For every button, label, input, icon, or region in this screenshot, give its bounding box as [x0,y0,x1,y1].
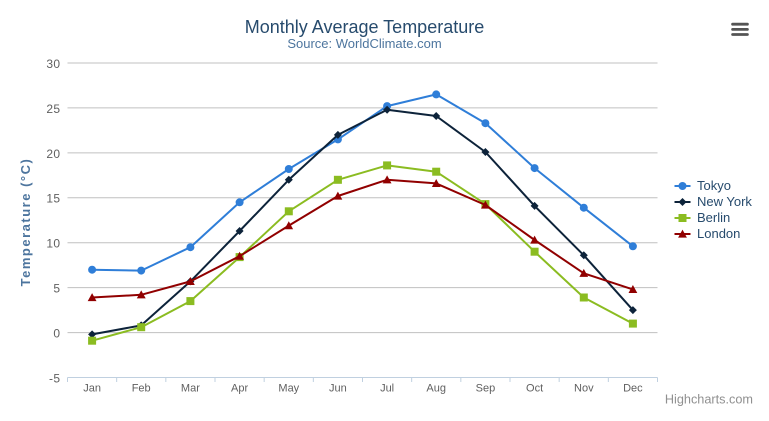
svg-text:Aug: Aug [426,383,446,395]
svg-text:20: 20 [46,147,60,161]
svg-text:Temperature (°C): Temperature (°C) [18,158,33,287]
svg-text:30: 30 [46,57,60,71]
svg-text:Apr: Apr [231,383,248,395]
svg-text:Dec: Dec [623,383,643,395]
svg-text:Jun: Jun [329,383,347,395]
svg-text:10: 10 [46,237,60,251]
svg-text:London: London [697,226,740,241]
svg-text:-5: -5 [49,371,60,385]
svg-text:May: May [278,383,299,395]
svg-text:0: 0 [53,327,60,341]
svg-text:Berlin: Berlin [697,210,730,225]
svg-text:New York: New York [697,194,752,209]
svg-text:Oct: Oct [526,383,543,395]
svg-text:Jul: Jul [380,383,394,395]
svg-text:5: 5 [53,282,60,296]
svg-text:Nov: Nov [574,383,594,395]
svg-text:Tokyo: Tokyo [697,178,731,193]
svg-text:15: 15 [46,192,60,206]
svg-text:25: 25 [46,102,60,116]
svg-text:Highcharts.com: Highcharts.com [665,393,753,407]
svg-text:Jan: Jan [83,383,101,395]
svg-text:Sep: Sep [476,383,496,395]
svg-text:Feb: Feb [132,383,151,395]
svg-text:Mar: Mar [181,383,200,395]
svg-text:Monthly Average Temperature: Monthly Average Temperature [245,17,484,37]
svg-text:Source: WorldClimate.com: Source: WorldClimate.com [287,36,441,51]
